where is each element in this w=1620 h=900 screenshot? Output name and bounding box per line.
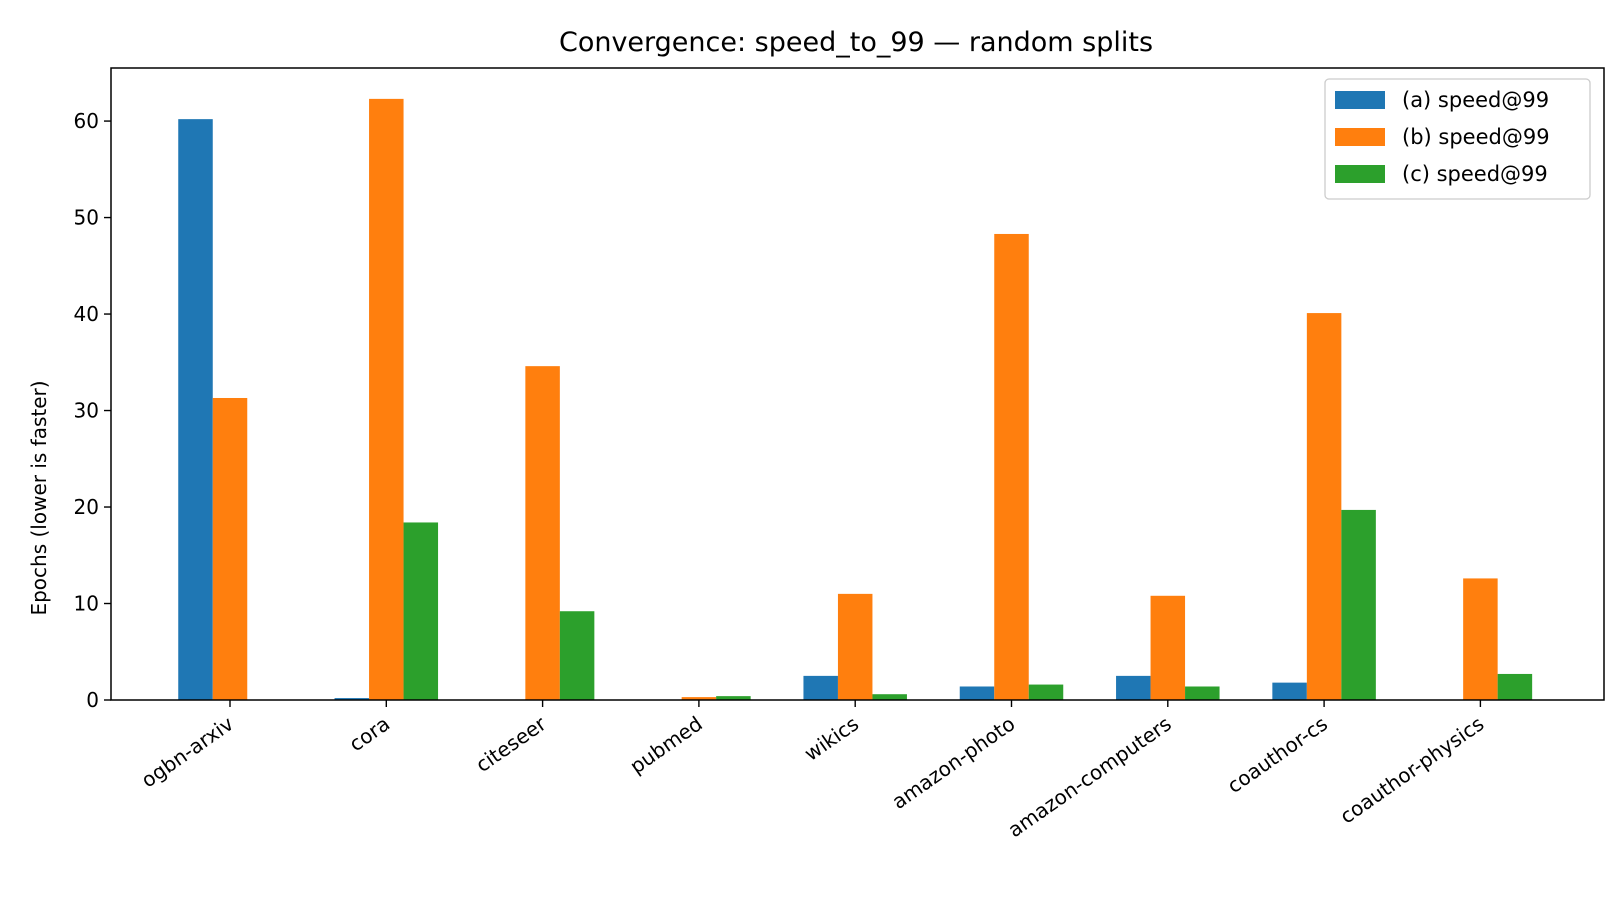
y-tick-label: 50 bbox=[74, 206, 99, 230]
legend-swatch bbox=[1335, 128, 1385, 146]
bar bbox=[334, 698, 370, 700]
bar bbox=[403, 522, 439, 700]
x-tick-label: amazon-computers bbox=[1003, 711, 1175, 842]
y-tick-label: 20 bbox=[74, 495, 99, 519]
bar bbox=[1272, 682, 1307, 700]
legend-label: (b) speed@99 bbox=[1402, 125, 1550, 149]
bar bbox=[716, 696, 751, 700]
x-tick-label: ogbn-arxiv bbox=[137, 711, 238, 792]
x-axis: ogbn-arxiv cora citeseer pubmed wikics amazon… bbox=[137, 700, 1489, 842]
x-tick-label: cora bbox=[345, 711, 395, 756]
x-tick-label: citeseer bbox=[471, 711, 551, 777]
bar bbox=[559, 611, 595, 700]
legend-swatch bbox=[1335, 91, 1385, 109]
x-tick-label: coauthor-physics bbox=[1336, 711, 1489, 828]
bar bbox=[1306, 313, 1342, 700]
bar bbox=[1150, 595, 1186, 700]
bar bbox=[994, 233, 1029, 700]
y-axis-label: Epochs (lower is faster) bbox=[27, 380, 51, 615]
legend-swatch bbox=[1335, 165, 1385, 183]
bar bbox=[1463, 578, 1498, 700]
bar bbox=[1116, 675, 1151, 700]
bar bbox=[872, 694, 907, 700]
bar bbox=[1028, 684, 1064, 700]
y-tick-label: 40 bbox=[74, 302, 99, 326]
bar bbox=[1497, 673, 1533, 700]
bar bbox=[837, 593, 873, 700]
x-tick-label: coauthor-cs bbox=[1223, 711, 1332, 797]
bar bbox=[1341, 509, 1376, 700]
x-tick-label: amazon-photo bbox=[887, 711, 1019, 813]
legend-label: (a) speed@99 bbox=[1402, 88, 1549, 112]
y-axis: 0 10 20 30 40 50 60 bbox=[74, 109, 111, 712]
bars-group bbox=[178, 98, 1533, 701]
y-tick-label: 10 bbox=[74, 592, 99, 616]
bar bbox=[178, 119, 213, 701]
bar bbox=[959, 686, 995, 700]
y-tick-label: 30 bbox=[74, 399, 99, 423]
x-tick-label: wikics bbox=[800, 711, 863, 765]
y-tick-label: 60 bbox=[74, 109, 99, 133]
plot-frame bbox=[110, 67, 1605, 701]
bar bbox=[212, 397, 248, 700]
legend-box bbox=[1324, 78, 1591, 200]
legend-label: (c) speed@99 bbox=[1402, 162, 1548, 186]
x-tick-label: pubmed bbox=[625, 711, 706, 778]
chart-title: Convergence: speed_to_99 — random splits bbox=[559, 27, 1153, 58]
bar bbox=[681, 697, 717, 700]
bar bbox=[803, 675, 838, 700]
y-tick-label: 0 bbox=[86, 688, 99, 712]
legend: (a) speed@99 (b) speed@99 (c) speed@99 bbox=[1324, 78, 1591, 200]
bar bbox=[525, 366, 560, 700]
bar bbox=[1185, 686, 1220, 700]
bar bbox=[369, 98, 404, 700]
